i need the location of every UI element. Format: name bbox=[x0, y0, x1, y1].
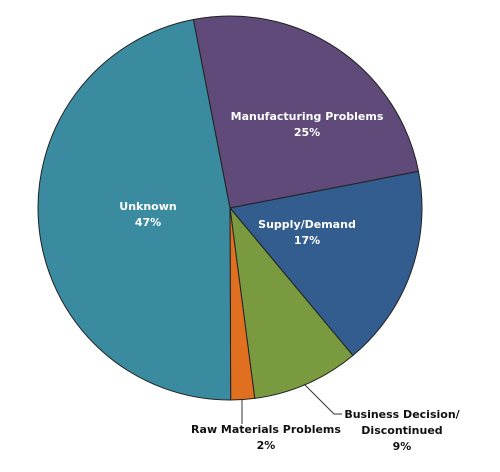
pie-slice bbox=[37, 18, 232, 401]
slice-label: Manufacturing Problems 25% bbox=[227, 109, 387, 141]
category-label: Manufacturing Problems bbox=[230, 110, 384, 123]
category-label: Unknown bbox=[119, 200, 177, 213]
value-label: 25% bbox=[293, 126, 321, 139]
value-label: 47% bbox=[134, 216, 162, 229]
pie-slice bbox=[192, 15, 420, 209]
pie-slice bbox=[229, 170, 423, 357]
value-label: 9% bbox=[392, 440, 412, 453]
category-label: Business Decision/ Discontinued bbox=[344, 408, 460, 437]
value-label: 2% bbox=[256, 439, 276, 452]
value-label: 17% bbox=[293, 234, 321, 247]
pie-slice bbox=[229, 206, 354, 399]
slice-label: Unknown 47% bbox=[98, 199, 198, 231]
slice-label: Raw Materials Problems 2% bbox=[166, 422, 366, 454]
leader-line bbox=[303, 383, 342, 415]
slice-label: Supply/Demand 17% bbox=[237, 217, 377, 249]
category-label: Raw Materials Problems bbox=[191, 423, 341, 436]
category-label: Supply/Demand bbox=[258, 218, 356, 231]
slice-label: Business Decision/ Discontinued 9% bbox=[340, 407, 465, 455]
